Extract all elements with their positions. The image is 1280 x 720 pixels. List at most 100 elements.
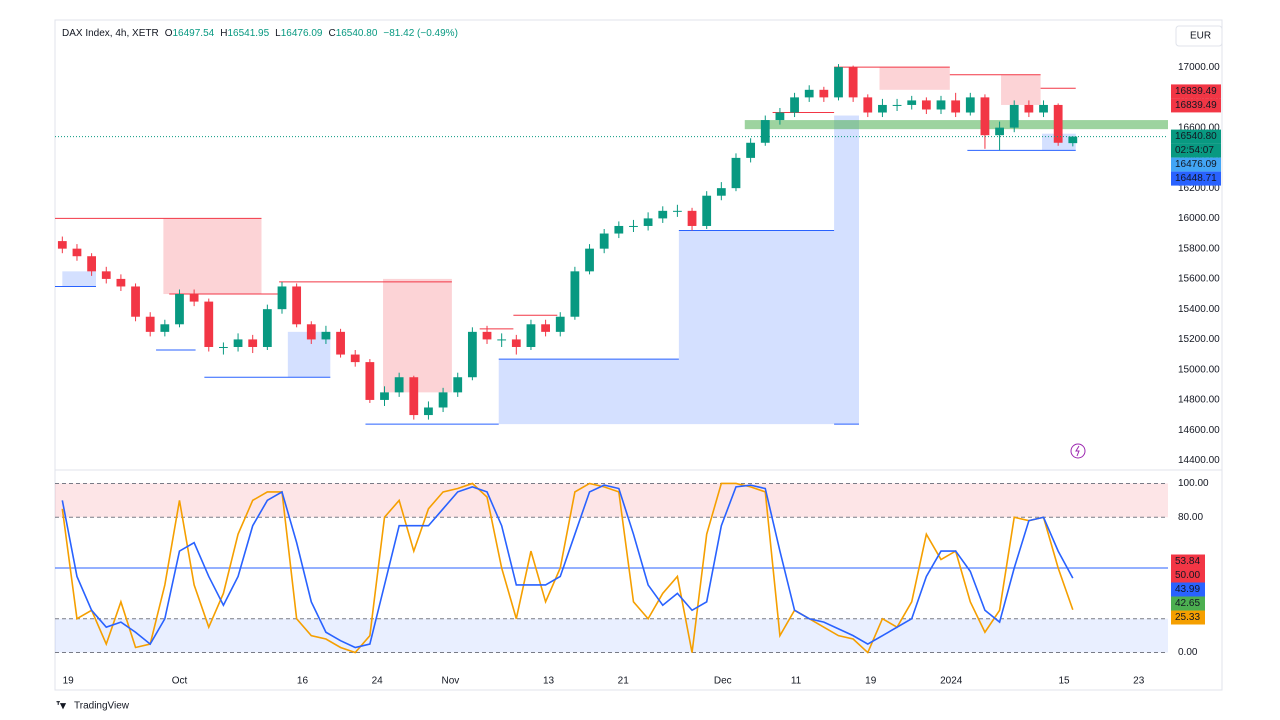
candle-body xyxy=(497,339,507,341)
x-tick-label: Nov xyxy=(442,676,460,687)
x-tick-label: Dec xyxy=(714,676,732,687)
x-tick-label: 13 xyxy=(543,676,555,687)
candle-body xyxy=(262,309,272,347)
y-tick-label: 16000.00 xyxy=(1178,213,1220,224)
candle-body xyxy=(160,324,170,332)
candle-body xyxy=(570,271,580,317)
y-tick-label: 16200.00 xyxy=(1178,183,1220,194)
candle-body xyxy=(702,195,712,226)
value-label-box xyxy=(1171,554,1205,569)
price-label: 16839.49 xyxy=(1175,86,1217,97)
y-tick-label: 15600.00 xyxy=(1178,274,1220,285)
candle-body xyxy=(219,346,228,348)
y-tick-label: 15400.00 xyxy=(1178,304,1220,315)
y-tick-label: 80.00 xyxy=(1178,512,1203,523)
x-tick-label: 24 xyxy=(372,676,384,687)
candle-body xyxy=(716,188,726,196)
candle-body xyxy=(848,67,858,98)
y-tick-label: 14400.00 xyxy=(1178,455,1220,466)
ohlc-prefix: C xyxy=(328,28,335,39)
x-tick-label: 23 xyxy=(1133,676,1145,687)
chart-frame xyxy=(54,19,1223,691)
event-icon[interactable] xyxy=(1070,443,1086,459)
oscillator-pane xyxy=(55,482,1168,654)
y-tick-label: 100.00 xyxy=(1178,478,1209,489)
candle-body xyxy=(731,157,741,189)
price-label-box xyxy=(1171,129,1221,144)
price-label: 16839.49 xyxy=(1175,100,1217,111)
candle-body xyxy=(965,97,975,113)
brand-mark: ᐪ▾ xyxy=(56,700,66,712)
x-tick-label: 21 xyxy=(618,676,630,687)
oscillator-band xyxy=(55,618,1168,653)
price-label-box xyxy=(1171,98,1221,113)
event-icon-bolt xyxy=(1075,445,1080,457)
candle-body xyxy=(482,331,492,340)
y-tick-label: 14600.00 xyxy=(1178,425,1220,436)
candle-body xyxy=(585,248,594,272)
candle-body xyxy=(453,377,463,393)
candle-body xyxy=(277,286,287,310)
candle-body xyxy=(629,225,638,227)
y-tick-label: 15000.00 xyxy=(1178,364,1220,375)
candle-body xyxy=(878,104,887,113)
candle-body xyxy=(394,377,404,393)
candle-body xyxy=(834,67,843,98)
countdown: 02:54:07 xyxy=(1175,145,1214,156)
candle-body xyxy=(292,286,302,325)
value-label-box xyxy=(1171,582,1205,597)
candle-body xyxy=(760,120,770,143)
candle-body xyxy=(995,127,1004,136)
value-label: 42.65 xyxy=(1175,598,1200,609)
candle-body xyxy=(790,97,799,113)
candle-body xyxy=(87,256,97,272)
ohlc-prefix: L xyxy=(275,28,281,39)
candle-body xyxy=(467,331,477,378)
candle-body xyxy=(687,210,697,226)
symbol-legend: DAX Index, 4h, XETR O16497.54 H16541.95 L16… xyxy=(62,28,458,39)
candle-body xyxy=(658,210,668,219)
currency[interactable]: EUR xyxy=(1190,31,1211,42)
price-label-box xyxy=(1171,171,1221,186)
ohlc-value: 16540.80 xyxy=(336,28,378,39)
candle-body xyxy=(673,210,682,212)
value-label-box xyxy=(1171,568,1205,583)
y-tick-label: 14800.00 xyxy=(1178,395,1220,406)
x-tick-label: 2024 xyxy=(940,676,963,687)
value-label-box xyxy=(1171,610,1205,625)
candle-body xyxy=(409,377,419,416)
currency-box[interactable] xyxy=(1175,25,1223,47)
candle-body xyxy=(116,278,126,287)
x-tick-label: 15 xyxy=(1058,676,1070,687)
y-tick-label: 0.00 xyxy=(1178,647,1198,658)
zone xyxy=(163,218,262,295)
ohlc-value: 16476.09 xyxy=(281,28,323,39)
candle-body xyxy=(951,100,961,113)
value-label: 50.00 xyxy=(1175,570,1200,581)
value-label-box xyxy=(1171,596,1205,611)
candle-body xyxy=(350,354,360,363)
axes: 14400.00 14600.00 14800.00 15000.00 15200.00… xyxy=(63,62,1221,687)
y-tick-label: 15800.00 xyxy=(1178,243,1220,254)
price-label: 16540.80 xyxy=(1175,131,1217,142)
price-label-box xyxy=(1171,157,1221,172)
zone xyxy=(498,359,679,425)
candle-body xyxy=(145,316,155,332)
candle-body xyxy=(233,339,243,347)
candle-body xyxy=(131,286,140,317)
candle-body xyxy=(541,324,550,332)
zone xyxy=(834,115,859,425)
y-tick-label: 17000.00 xyxy=(1178,62,1220,73)
candle-body xyxy=(101,271,111,279)
candle-body xyxy=(365,362,375,400)
candle-body xyxy=(438,392,448,408)
candle-body xyxy=(819,89,829,98)
candle-body xyxy=(555,316,565,332)
x-tick-label: 19 xyxy=(63,676,75,687)
candle-body xyxy=(746,142,756,158)
price-pane xyxy=(55,64,1168,425)
x-tick-label: 19 xyxy=(865,676,877,687)
countdown-box xyxy=(1171,143,1221,158)
zone xyxy=(1001,74,1041,105)
